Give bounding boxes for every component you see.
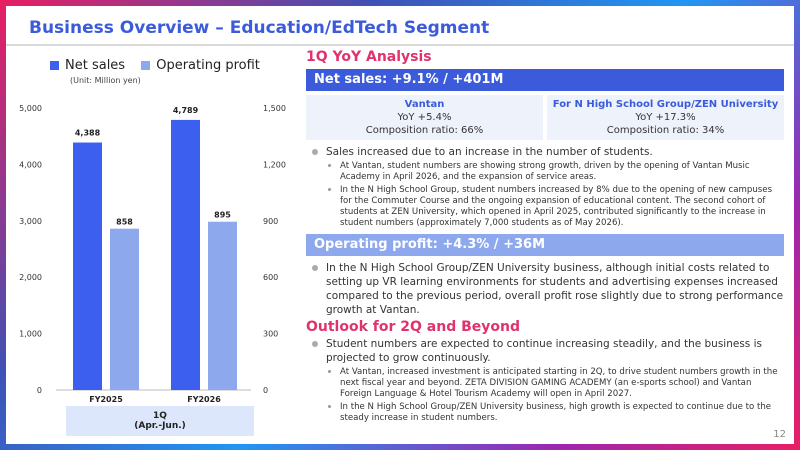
y-right-tick-label: 0 xyxy=(263,386,268,395)
unit-label: (Unit: Million yen) xyxy=(70,76,141,85)
outlook-bullet: Student numbers are expected to continue… xyxy=(306,337,784,365)
segment-vantan-ratio: Composition ratio: 66% xyxy=(365,125,484,136)
title-divider xyxy=(6,44,794,46)
bar-chart: 0 1,000 2,000 3,000 4,000 5,000 0 300 600 900 1,20… xyxy=(19,104,286,404)
segment-boxes: Vantan YoY +5.4% Composition ratio: 66% … xyxy=(306,95,784,140)
period-label-line1: 1Q xyxy=(153,411,167,421)
legend-swatch-operating-profit xyxy=(141,61,151,70)
y-left-tick-label: 5,000 xyxy=(19,104,42,113)
y-right-tick-label: 1,200 xyxy=(263,160,286,169)
legend-swatch-net-sales xyxy=(50,61,59,70)
segment-nhigh-ratio: Composition ratio: 34% xyxy=(606,125,725,136)
outlook-sub-bullet-vantan: At Vantan, increased investment is antic… xyxy=(306,367,784,400)
segment-vantan-name: Vantan xyxy=(404,99,445,110)
net-sales-bullet: Sales increased due to an increase in th… xyxy=(306,145,784,159)
net-sales-sub-bullet-nhigh: In the N High School Group, student numb… xyxy=(306,185,784,229)
y-right-tick-label: 1,500 xyxy=(263,104,286,113)
legend-item-operating-profit: Operating profit xyxy=(141,58,260,73)
legend-label-operating-profit: Operating profit xyxy=(156,58,260,73)
outlook-sub-bullet-nhigh: In the N High School Group/ZEN Universit… xyxy=(306,402,784,424)
outlook-bullets: Student numbers are expected to continue… xyxy=(306,337,784,424)
y-left-tick-label: 0 xyxy=(37,386,42,395)
y-left-tick-label: 3,000 xyxy=(19,217,42,226)
page-title: Business Overview – Education/EdTech Seg… xyxy=(29,18,490,38)
period-label-line2: (Apr.-Jun.) xyxy=(134,421,186,431)
y-left-tick-label: 4,000 xyxy=(19,160,42,169)
outlook-heading: Outlook for 2Q and Beyond xyxy=(306,319,520,335)
bar-net-sales xyxy=(171,119,200,391)
legend-item-net-sales: Net sales xyxy=(50,58,125,73)
segment-nhigh-name: For N High School Group/ZEN University xyxy=(552,99,779,110)
segment-vantan-yoy: YoY +5.4% xyxy=(397,112,452,123)
data-label-net-sales: 4,789 xyxy=(173,106,199,115)
segment-nhigh-yoy: YoY +17.3% xyxy=(635,112,696,123)
net-sales-bullets: Sales increased due to an increase in th… xyxy=(306,145,784,229)
page-number: 12 xyxy=(773,429,786,440)
data-label-net-sales: 4,388 xyxy=(75,129,101,138)
yoy-heading: 1Q YoY Analysis xyxy=(306,49,432,65)
data-label-operating-profit: 858 xyxy=(116,218,133,227)
net-sales-header: Net sales: +9.1% / +401M xyxy=(306,69,784,91)
y-left-tick-label: 2,000 xyxy=(19,273,42,282)
x-category-label: FY2026 xyxy=(187,395,221,404)
bar-operating-profit xyxy=(110,228,139,390)
net-sales-sub-bullet-vantan: At Vantan, student numbers are showing s… xyxy=(306,161,784,183)
period-label-box: 1Q (Apr.-Jun.) xyxy=(66,406,254,436)
legend-label-net-sales: Net sales xyxy=(65,58,126,73)
chart-legend: Net sales Operating profit xyxy=(50,58,272,74)
segment-vantan: Vantan YoY +5.4% Composition ratio: 66% xyxy=(306,95,543,140)
y-left-tick-label: 1,000 xyxy=(19,330,42,339)
bar-operating-profit xyxy=(208,221,237,390)
bar-net-sales xyxy=(73,142,102,390)
operating-profit-header: Operating profit: +4.3% / +36M xyxy=(306,234,784,256)
operating-profit-bullets: In the N High School Group/ZEN Universit… xyxy=(306,261,784,317)
x-category-label: FY2025 xyxy=(89,395,123,404)
y-right-tick-label: 600 xyxy=(263,273,278,282)
slide: Business Overview – Education/EdTech Seg… xyxy=(6,6,794,444)
y-right-tick-label: 300 xyxy=(263,330,278,339)
segment-nhigh: For N High School Group/ZEN University Y… xyxy=(547,95,784,140)
operating-profit-bullet: In the N High School Group/ZEN Universit… xyxy=(306,261,784,317)
analysis-panel: 1Q YoY Analysis Net sales: +9.1% / +401M… xyxy=(306,46,784,424)
y-right-tick-label: 900 xyxy=(263,217,278,226)
data-label-operating-profit: 895 xyxy=(214,211,231,220)
